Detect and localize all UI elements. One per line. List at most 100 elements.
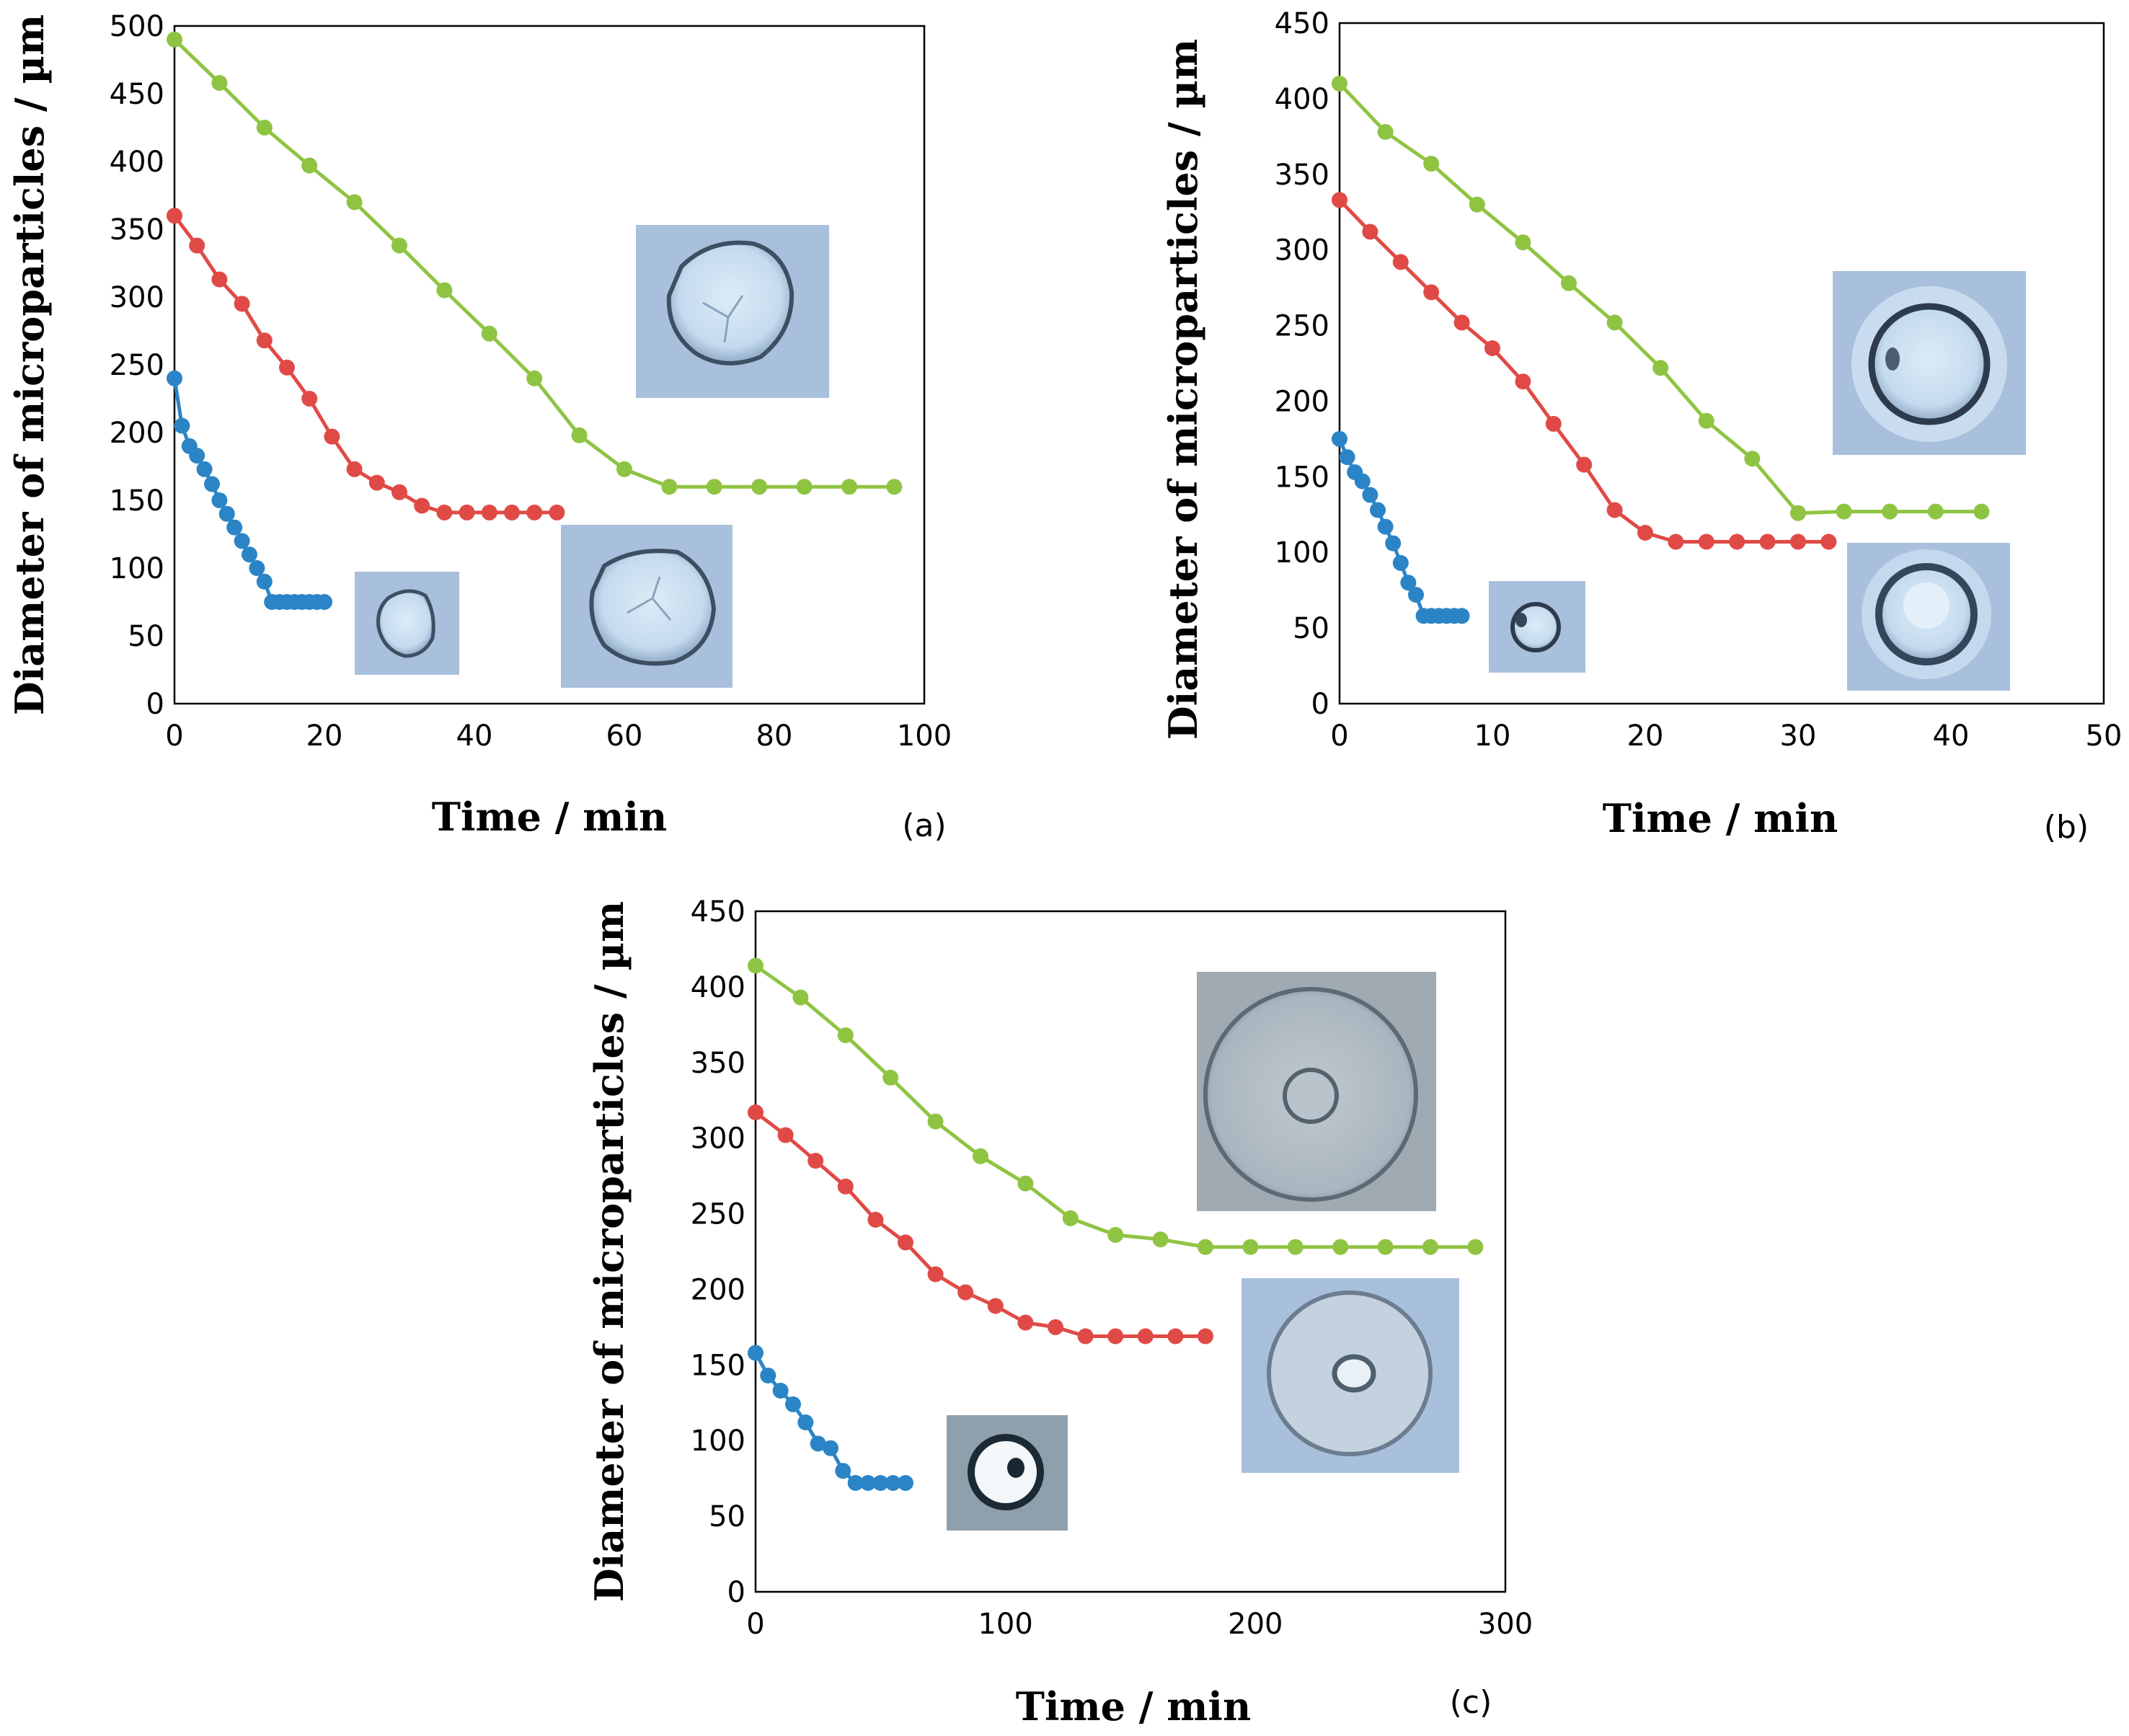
data-point-small — [1362, 487, 1378, 503]
data-point-small — [218, 505, 235, 522]
data-point-large — [886, 479, 903, 495]
data-point-large — [837, 1027, 854, 1043]
data-point-small — [211, 492, 228, 508]
data-point-large — [1515, 234, 1531, 251]
data-point-large — [211, 75, 228, 91]
x-tick-label: 20 — [1627, 719, 1664, 753]
data-point-large — [1062, 1210, 1079, 1226]
panel-a: 0 50 100 150 200 250 300 350 400 450 500 0 20 40 60 80… — [6, 10, 952, 844]
inset-images — [947, 972, 1459, 1531]
data-point-small — [234, 533, 250, 549]
data-point-medium — [1423, 284, 1440, 301]
x-tick-label: 10 — [1474, 719, 1511, 753]
data-point-medium — [368, 474, 385, 491]
data-point-medium — [1198, 1328, 1213, 1345]
y-tick-label: 450 — [691, 895, 745, 929]
x-axis-title: Time / min — [432, 794, 667, 840]
inset-image-large-particle — [636, 225, 829, 398]
series-layer — [748, 957, 1484, 1491]
inset-image-small-cell — [947, 1415, 1068, 1531]
data-point-medium — [1729, 533, 1745, 550]
data-point-large — [526, 370, 543, 386]
data-point-medium — [504, 504, 520, 521]
data-point-large — [1561, 275, 1577, 291]
series-layer — [167, 31, 903, 610]
y-tick-label: 450 — [110, 78, 164, 111]
data-point-large — [1973, 503, 1990, 520]
data-point-small — [1339, 449, 1355, 466]
y-tick-label: 150 — [110, 484, 164, 518]
data-point-medium — [436, 504, 453, 521]
data-point-large — [927, 1113, 944, 1130]
data-point-large — [882, 1069, 899, 1086]
data-point-large — [1836, 503, 1852, 520]
data-point-small — [1453, 608, 1470, 624]
data-point-medium — [1332, 192, 1347, 208]
data-point-small — [1370, 502, 1386, 518]
data-point-large — [391, 237, 407, 254]
data-point-small — [174, 417, 190, 434]
data-point-medium — [1167, 1328, 1184, 1345]
series-line-small — [753, 1352, 906, 1485]
x-axis: 0 20 40 60 80 100 — [165, 719, 952, 753]
y-axis-title: Diameter of microparticles / µm — [6, 14, 53, 715]
data-point-large — [1606, 314, 1623, 331]
data-point-small — [847, 1475, 864, 1491]
y-tick-label: 350 — [691, 1047, 745, 1080]
data-point-medium — [867, 1211, 884, 1228]
data-point-medium — [391, 484, 407, 500]
x-tick-label: 100 — [897, 719, 952, 753]
data-point-medium — [837, 1178, 854, 1195]
x-tick-label: 200 — [1228, 1608, 1283, 1641]
data-point-large — [1107, 1226, 1124, 1243]
panel-label: (b) — [2044, 809, 2089, 846]
data-point-medium — [807, 1153, 824, 1169]
x-tick-label: 40 — [1933, 719, 1970, 753]
data-point-large — [481, 325, 497, 342]
x-tick-label: 50 — [2086, 719, 2123, 753]
data-point-large — [301, 157, 318, 174]
data-point-small — [1332, 430, 1347, 447]
x-tick-label: 60 — [606, 719, 643, 753]
data-point-large — [1198, 1239, 1213, 1255]
data-point-medium — [459, 504, 475, 521]
y-tick-label: 150 — [1275, 461, 1329, 494]
data-point-large — [346, 194, 363, 211]
x-axis-title: Time / min — [1603, 795, 1838, 841]
data-point-large — [1017, 1175, 1034, 1192]
data-point-small — [797, 1414, 814, 1430]
data-point-large — [167, 31, 182, 48]
data-point-medium — [211, 271, 228, 288]
data-point-medium — [1637, 525, 1653, 541]
data-point-medium — [526, 504, 543, 521]
x-tick-label: 20 — [306, 719, 343, 753]
data-point-small — [317, 594, 332, 610]
data-point-small — [1400, 575, 1417, 591]
y-tick-label: 0 — [146, 688, 164, 721]
data-point-large — [792, 989, 809, 1006]
inset-image-medium-particle — [1847, 543, 2010, 691]
y-tick-label: 50 — [1293, 612, 1329, 645]
data-point-medium — [987, 1298, 1004, 1314]
data-point-medium — [1453, 314, 1470, 331]
series-layer — [1332, 75, 1990, 624]
data-point-small — [256, 573, 273, 590]
data-point-large — [1332, 1239, 1349, 1255]
data-point-medium — [1668, 533, 1684, 550]
data-point-small — [860, 1475, 876, 1491]
panel-label: (a) — [902, 807, 946, 844]
data-point-large — [1744, 451, 1761, 467]
x-tick-label: 30 — [1780, 719, 1817, 753]
data-point-large — [751, 479, 768, 495]
x-axis: 0 100 200 300 — [746, 1608, 1533, 1641]
data-point-small — [189, 448, 205, 464]
data-point-small — [772, 1383, 789, 1399]
inset-image-medium-particle — [561, 525, 732, 688]
y-tick-label: 250 — [110, 349, 164, 382]
data-point-large — [1467, 1239, 1484, 1255]
data-point-large — [1790, 505, 1806, 521]
y-tick-label: 50 — [709, 1500, 745, 1533]
data-point-small — [226, 519, 243, 536]
panel-b: 0 50 100 150 200 250 300 350 400 450 0 10 20 30 40 50 — [1160, 7, 2122, 846]
data-point-large — [1652, 360, 1669, 376]
